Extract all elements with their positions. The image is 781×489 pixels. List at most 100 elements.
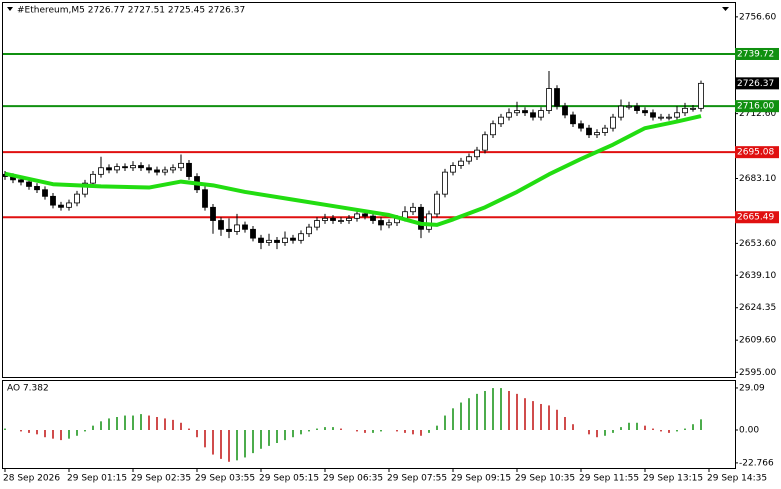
scroll-icon[interactable] [722,7,729,11]
candle-body [58,204,64,208]
candle-body [586,127,592,136]
candle-body [474,149,480,158]
candle-body [90,173,96,184]
y-tick-label: 2683.10 [739,174,776,184]
candle-body [330,217,336,221]
candle-body [674,112,680,118]
candle-body [522,110,528,114]
y-tick-label: 2639.10 [739,271,776,281]
ao-tick-label: 0.00 [739,425,759,435]
candle-body [130,165,136,169]
candle-body [138,165,144,169]
candle-body [66,202,72,208]
candle-body [442,171,448,195]
price-panel [2,2,736,378]
candle-body [42,189,48,197]
candle-body [650,112,656,118]
candle-body [682,107,688,114]
collapse-icon[interactable] [7,7,13,11]
candle-body [154,169,160,173]
x-tick-label: 29 Sep 05:15 [259,474,319,484]
candle-body [618,105,624,118]
candle-body [458,160,464,166]
x-tick-label: 29 Sep 09:15 [451,474,511,484]
candle-body [386,222,392,226]
y-tick-label: 2609.60 [739,336,776,346]
candle-body [306,226,312,235]
level-tag [735,146,779,159]
candle-body [490,123,496,136]
x-tick-label: 29 Sep 02:35 [131,474,191,484]
candle-body [282,237,288,243]
candle-body [482,134,488,151]
candle-body [218,220,224,230]
candle-body [34,186,40,191]
candle-body [426,213,432,230]
candle-body [338,220,344,222]
current-tag [735,77,779,90]
candle-body [74,193,80,204]
candle-body [274,239,280,243]
candle-body [322,217,328,221]
candle-body [418,206,424,230]
candle-body [162,169,168,173]
x-tick-label: 29 Sep 13:15 [643,474,703,484]
candle-body [602,127,608,133]
candle-body [234,224,240,232]
candle-body [266,239,272,243]
candle-body [538,110,544,118]
candle-body [690,107,696,110]
candle-body [114,166,120,171]
candle-body [250,228,256,239]
candle-body [578,123,584,129]
candle-body [242,224,248,230]
candle-body [346,217,352,221]
y-tick-label: 2756.60 [739,12,776,22]
candle-body [546,88,552,111]
candle-body [314,220,320,228]
candle-body [106,167,112,171]
y-tick-label: 2624.35 [739,303,776,313]
x-tick-label: 29 Sep 10:35 [515,474,575,484]
candle-body [82,182,88,195]
x-tick-label: 29 Sep 01:15 [67,474,127,484]
candle-body [530,112,536,118]
moving-average [4,114,702,227]
candle-body [178,162,184,169]
candle-body [18,179,24,183]
x-tick-label: 29 Sep 03:55 [195,474,255,484]
ao-panel [2,380,736,469]
candle-body [186,162,192,177]
candle-body [226,228,232,232]
candle-body [146,167,152,171]
level-tag [735,47,779,60]
x-tick-label: 29 Sep 07:55 [387,474,447,484]
candle-body [378,220,384,226]
candle-body [466,156,472,162]
level-label: 2695.08 [737,148,774,158]
current-label: 2726.37 [737,79,774,89]
candle-body [202,189,208,208]
ao-tick-label: 29.09 [739,383,765,393]
candle-body [450,165,456,173]
level-tag [735,100,779,113]
candle-body [626,105,632,108]
candle-body [298,233,304,241]
level-tag [735,211,779,224]
level-label: 2739.72 [737,49,774,59]
level-label: 2665.49 [737,213,774,223]
candle-body [642,110,648,114]
candle-body [698,82,704,109]
level-label: 2716.00 [737,102,774,112]
candle-body [98,167,104,175]
candle-body [570,114,576,125]
candle-body [634,105,640,111]
candle-body [658,116,664,119]
candle-body [26,181,32,187]
ao-label: AO 7.382 [7,384,49,394]
candle-body [666,116,672,119]
candle-body [362,213,368,217]
candle-body [434,193,440,215]
candle-body [594,132,600,136]
candle-body [562,105,568,116]
